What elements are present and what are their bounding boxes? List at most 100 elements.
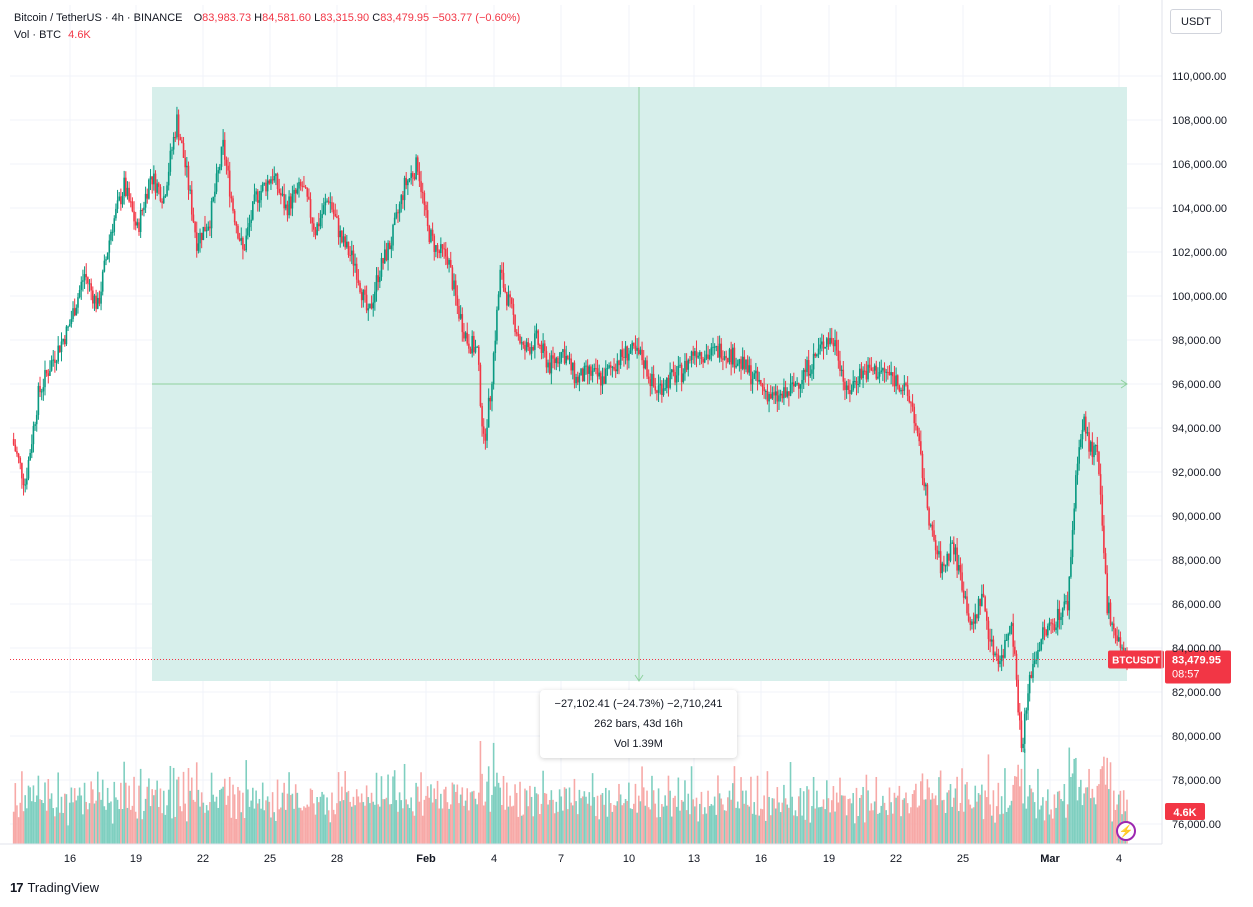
volume-bar (1007, 807, 1010, 844)
candle-body (943, 563, 945, 566)
candle-body (95, 295, 97, 309)
candle-body (687, 359, 690, 370)
volume-bar (829, 812, 831, 844)
candle-body (763, 387, 765, 392)
volume-bar (680, 800, 683, 844)
candle-body (537, 330, 539, 345)
volume-bar (141, 819, 144, 844)
volume-bar (129, 809, 132, 844)
candle-body (1111, 623, 1113, 625)
volume-bar (471, 791, 473, 844)
volume-bar (237, 786, 239, 844)
candle-body (887, 371, 889, 373)
candle-body (1042, 627, 1044, 640)
volume-bar (666, 805, 668, 844)
volume-bar (364, 805, 366, 844)
candle-body (54, 359, 56, 363)
volume-bar (187, 768, 190, 844)
volume-bar (258, 798, 261, 844)
candle-body (162, 196, 165, 204)
candle-body (717, 346, 719, 358)
candle-body (395, 212, 398, 218)
volume-bar (797, 796, 800, 844)
brand-logo[interactable]: 17 TradingView (10, 880, 99, 895)
volume-bar (350, 806, 353, 844)
volume-bar (703, 807, 706, 844)
candle-body (890, 372, 892, 376)
candle-body (327, 200, 330, 203)
volume-bar (285, 809, 287, 844)
volume-bar (342, 800, 345, 844)
candle-body (1058, 608, 1061, 620)
volume-bar (967, 799, 970, 844)
measure-bars: 262 bars, 43d 16h (594, 718, 683, 730)
volume-bar (938, 777, 940, 844)
lightning-icon[interactable]: ⚡ (1116, 821, 1136, 841)
volume-bar (989, 804, 991, 844)
volume-bar (591, 773, 594, 844)
candle-body (728, 349, 731, 363)
candle-body (428, 226, 431, 243)
volume-bar (774, 808, 777, 844)
volume-bar (1111, 821, 1113, 844)
y-tick-label: 82,000.00 (1172, 687, 1221, 699)
volume-bar (331, 792, 333, 844)
candle-body (619, 349, 622, 366)
currency-button[interactable]: USDT (1170, 9, 1222, 34)
candle-body (182, 143, 185, 158)
symbol-badge (1108, 650, 1164, 669)
candle-body (637, 347, 640, 354)
volume-bar (776, 787, 779, 844)
volume-bar (138, 785, 140, 844)
volume-bar (854, 823, 856, 844)
candle-body (677, 365, 680, 376)
candle-body (1048, 622, 1051, 626)
volume-bar (717, 775, 719, 844)
candle-body (793, 382, 795, 387)
volume-bar (154, 789, 157, 844)
volume-bar (543, 792, 546, 844)
candle-body (436, 245, 439, 251)
candle-body (374, 291, 376, 303)
volume-bar (728, 790, 731, 844)
candle-body (1025, 710, 1028, 714)
volume-bar (928, 787, 930, 844)
volume-bar (727, 797, 729, 844)
candle-body (359, 282, 361, 293)
volume-bar (139, 768, 142, 844)
candle-body (689, 359, 691, 361)
volume-bar (243, 818, 246, 844)
candle-body (14, 444, 17, 452)
candle-body (441, 244, 444, 249)
volume-bar (995, 806, 998, 844)
candle-body (1070, 557, 1072, 577)
candle-body (850, 390, 853, 394)
volume-bar (976, 801, 978, 844)
volume-bar (156, 780, 158, 844)
candle-body (219, 166, 221, 171)
volume-bar (926, 779, 929, 844)
volume-bar (779, 812, 782, 844)
volume-bar (19, 802, 22, 844)
candle-body (174, 136, 177, 138)
volume-bar (1020, 768, 1023, 844)
candle-body (400, 195, 403, 205)
candle-body (703, 358, 706, 363)
volume-bar (941, 800, 944, 844)
volume-bar (1117, 794, 1120, 844)
volume-bar (200, 792, 203, 844)
candle-body (596, 368, 599, 377)
volume-bar (463, 805, 465, 844)
volume-bar (214, 801, 216, 844)
candle-body (501, 269, 503, 273)
candle-body (699, 352, 701, 356)
volume-bar (1033, 802, 1036, 844)
candle-body (164, 195, 167, 197)
candle-body (151, 176, 153, 185)
volume-bar (87, 809, 89, 844)
candle-body (1117, 637, 1120, 642)
volume-bar (299, 807, 302, 844)
candle-body (329, 202, 332, 204)
volume-bar (423, 799, 426, 844)
